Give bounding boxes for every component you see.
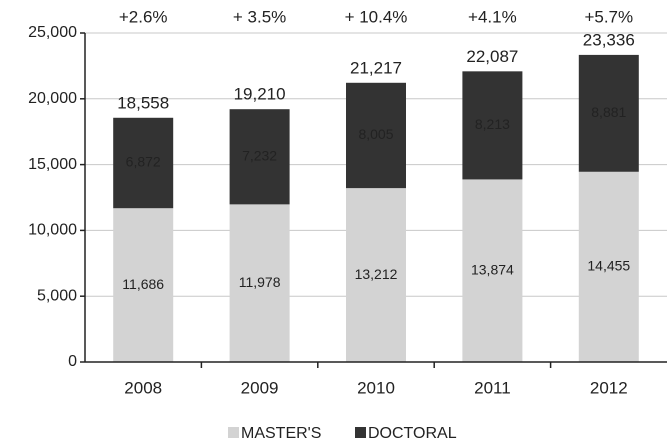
- data-label: 13,212: [355, 266, 398, 282]
- x-tick-label: 2010: [357, 378, 395, 397]
- growth-label: + 3.5%: [233, 7, 286, 26]
- y-tick-label: 10,000: [28, 222, 77, 239]
- bar-segment: [462, 179, 523, 362]
- y-tick-label: 25,000: [28, 24, 77, 41]
- y-tick-label: 20,000: [28, 90, 77, 107]
- total-label: 19,210: [234, 85, 286, 104]
- total-label: 23,336: [583, 30, 635, 49]
- total-label: 21,217: [350, 58, 402, 77]
- growth-label: +2.6%: [119, 7, 168, 26]
- bar-segment: [229, 204, 290, 362]
- bar-segment: [578, 54, 639, 172]
- bar-segment: [346, 188, 406, 362]
- data-label: 14,455: [587, 258, 630, 274]
- growth-label: +4.1%: [468, 7, 517, 26]
- data-label: 13,874: [471, 261, 514, 277]
- legend-swatch: [355, 427, 366, 438]
- bar-segment: [229, 109, 290, 205]
- x-tick-label: 2008: [124, 378, 162, 397]
- bar-segment: [113, 117, 174, 209]
- y-tick-label: 15,000: [28, 156, 77, 173]
- y-tick-label: 5,000: [37, 287, 77, 304]
- growth-label: +5.7%: [584, 7, 633, 26]
- data-label: 8,881: [591, 104, 626, 120]
- total-label: 22,087: [466, 47, 518, 66]
- x-tick-label: 2009: [241, 378, 279, 397]
- data-label: 11,978: [239, 274, 281, 290]
- y-tick-label: 0: [68, 353, 77, 370]
- bar-segment: [578, 171, 639, 362]
- growth-label: + 10.4%: [345, 7, 408, 26]
- data-label: 8,213: [475, 116, 510, 132]
- legend-label: DOCTORAL: [368, 425, 457, 442]
- bar-segment: [462, 71, 523, 180]
- x-tick-label: 2011: [474, 378, 511, 397]
- legend-swatch: [228, 427, 239, 438]
- x-tick-label: 2012: [590, 378, 628, 397]
- legend-label: MASTER'S: [241, 425, 321, 442]
- bar-segment: [113, 208, 174, 362]
- data-label: 11,686: [122, 276, 164, 292]
- data-label: 8,005: [358, 126, 393, 142]
- bar-segment: [346, 82, 406, 189]
- total-label: 18,558: [117, 93, 169, 112]
- data-label: 7,232: [242, 147, 277, 163]
- data-label: 6,872: [126, 154, 161, 170]
